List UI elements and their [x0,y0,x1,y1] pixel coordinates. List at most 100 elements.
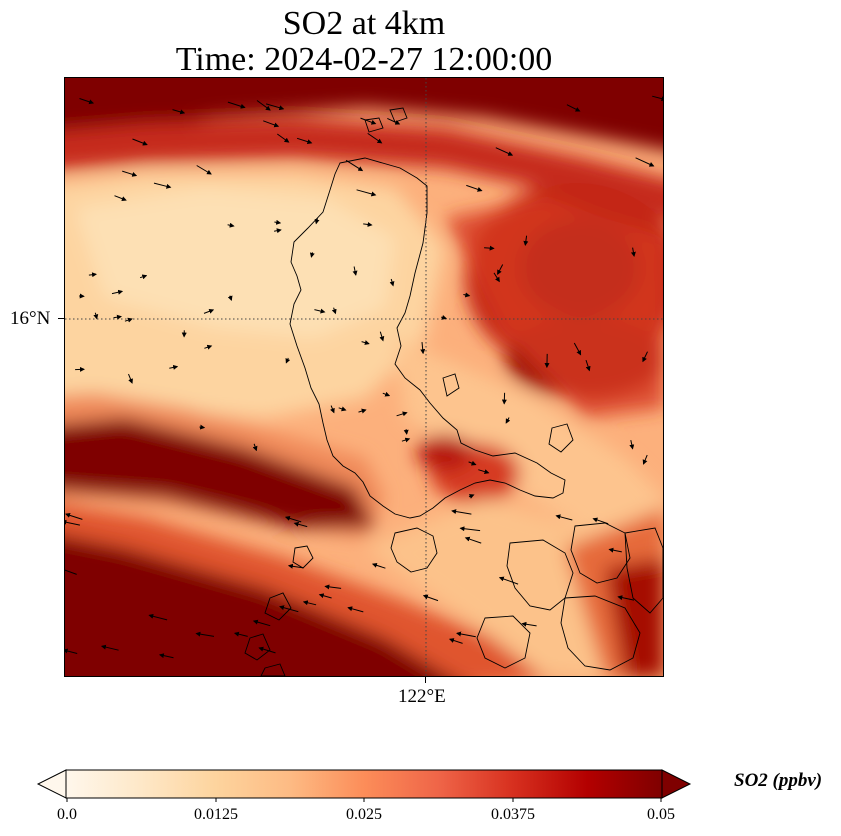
wind-arrow [338,406,347,412]
wind-arrow [265,103,285,111]
wind-arrow [352,266,358,276]
wind-arrow [466,184,483,192]
latitude-tick-label: 16°N [10,308,51,329]
wind-arrow [124,317,133,323]
wind-arrow [274,219,282,225]
wind-arrow [314,308,326,314]
wind-arrow [258,646,276,654]
wind-arrow [227,295,233,302]
wind-arrow [585,359,591,372]
wind-arrow [252,443,258,452]
wind-arrow [203,308,215,314]
coastline [244,107,663,676]
wind-arrow [448,638,463,644]
wind-arrow [153,182,172,189]
wind-arrow [128,373,133,384]
map-subtitle-time: Time: 2024-02-27 12:00:00 [175,41,553,78]
wind-arrow [330,405,335,414]
wind-arrow [93,312,99,320]
wind-arrow [363,222,373,227]
wind-arrow [100,644,119,651]
wind-arrow [256,100,271,111]
wind-arrow [573,342,582,356]
wind-arrow [293,521,308,528]
wind-arrow [566,104,581,112]
colorbar-gradient [65,769,663,799]
wind-arrow [360,117,377,125]
wind-arrow [285,357,291,364]
wind-arrow [630,247,636,257]
wind-arrow [521,621,537,627]
wind-arrow [227,222,235,228]
wind-arrow [79,98,95,105]
wind-arrow [652,95,663,102]
wind-arrow [493,272,500,283]
wind-arrow [114,195,127,201]
colorbar-extend-max [661,769,692,799]
wind-arrow [287,563,304,569]
wind-arrow [456,631,476,638]
lon-tick-mark [425,677,426,683]
wind-arrow [302,600,317,606]
wind-arrow [459,526,481,532]
so2-field-map [65,78,663,676]
wind-arrow [396,411,408,417]
colorbar-tick-label: 0.025 [346,806,382,823]
wind-arrow [309,252,315,258]
wind-vectors [65,95,663,659]
wind-arrow [169,364,179,370]
wind-arrow [361,340,370,345]
wind-arrow [387,117,401,125]
wind-arrow [233,631,248,637]
wind-arrow [331,307,337,315]
wind-arrow [451,509,472,515]
wind-arrow [195,631,215,637]
wind-arrow [617,595,635,601]
wind-arrow [148,613,168,621]
wind-arrow [468,494,475,499]
wind-arrow [113,314,122,320]
wind-arrow [204,344,213,350]
wind-arrow [371,562,386,569]
wind-arrow [139,274,148,280]
wind-arrow [441,314,448,320]
wind-arrow [403,429,409,435]
wind-arrow [284,515,302,523]
wind-arrow [318,593,332,599]
wind-arrow [263,120,280,128]
colorbar-tick-label: 0.0375 [491,806,535,823]
wind-arrow [478,469,490,475]
wind-arrow [367,132,383,144]
wind-arrow [358,408,367,414]
wind-arrow [65,648,78,654]
wind-arrow [345,159,364,172]
wind-arrow [608,547,622,553]
wind-arrow [324,584,342,590]
wind-arrow [463,292,471,298]
colorbar-tick-label: 0.0125 [194,806,238,823]
wind-arrow [158,653,174,659]
wind-arrow [379,331,385,342]
wind-arrow [314,217,320,225]
wind-arrow [196,165,212,175]
so2-plume-fill [65,78,663,676]
lat-tick-mark [58,318,64,319]
wind-arrow [484,245,495,251]
wind-arrow [422,594,439,602]
wind-arrow [555,514,573,521]
wind-arrow [495,147,514,156]
wind-arrow [65,512,83,520]
wind-arrow [199,424,206,430]
colorbar-extend-min [36,769,67,799]
wind-arrow [122,170,138,177]
wind-arrow [505,417,511,424]
wind-arrow [420,342,426,355]
wind-arrow [523,235,529,246]
longitude-tick-label: 122°E [398,686,446,707]
wind-arrow [273,228,282,234]
colorbar-tick-label: 0.05 [647,806,675,823]
wind-arrow [277,133,290,143]
wind-arrow [347,606,364,613]
wind-arrow [252,619,271,627]
wind-arrow [227,101,246,109]
